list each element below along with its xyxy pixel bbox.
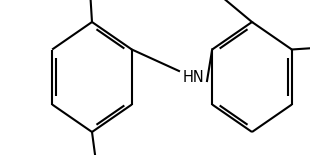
Text: HN: HN xyxy=(182,69,204,84)
